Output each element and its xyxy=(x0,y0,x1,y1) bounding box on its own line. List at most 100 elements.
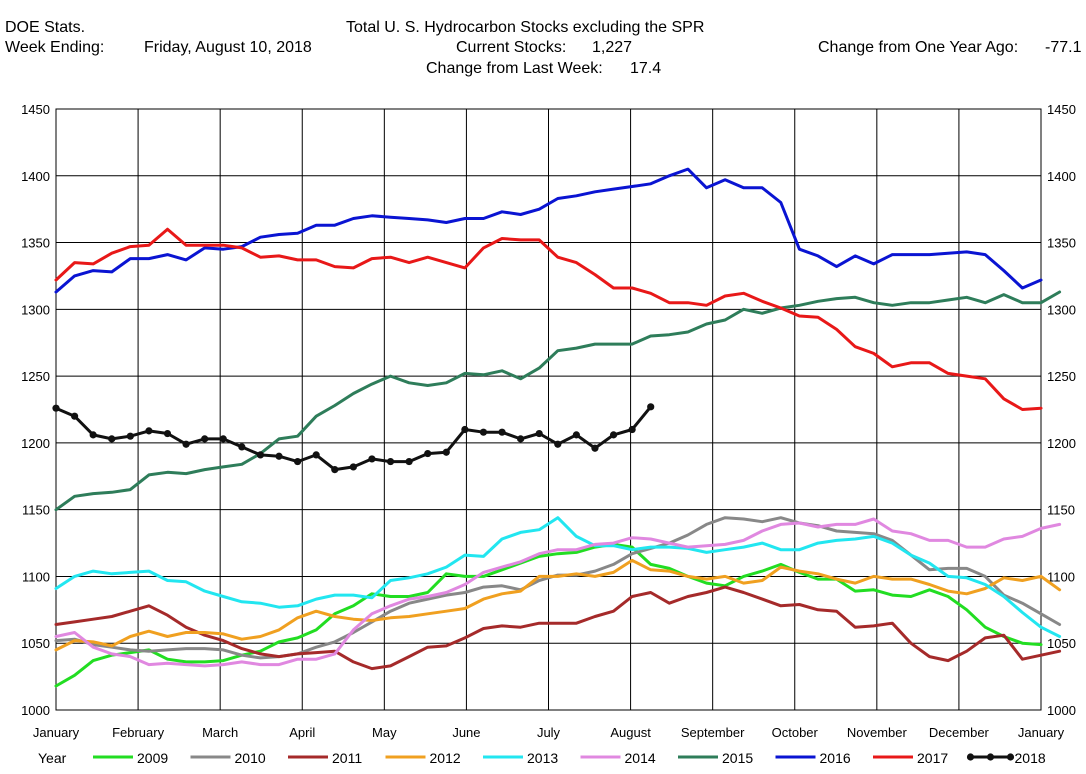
y-tick-label-left: 1350 xyxy=(21,236,50,251)
data-point-2018 xyxy=(386,457,395,466)
data-point-2018 xyxy=(70,412,79,420)
x-tick-label: February xyxy=(112,725,165,740)
data-point-2018 xyxy=(628,425,636,434)
series-line-2013 xyxy=(54,516,1062,638)
y-axis-right: 1000 1050 1100 1150 1200 1250 1300 1350 1400 1450 xyxy=(1047,102,1076,718)
y-axis-left: 1000 1050 1100 1150 1200 1250 1300 1350 1400 1450 xyxy=(21,102,50,718)
current-stocks-value: 1,227 xyxy=(592,39,633,56)
y-tick-label-right: 1450 xyxy=(1047,102,1076,117)
current-stocks-label: Current Stocks: xyxy=(456,39,567,56)
legend-marker-2018 xyxy=(966,753,975,761)
data-point-2018 xyxy=(461,425,469,434)
weekly-change-label: Change from Last Week: xyxy=(426,60,603,77)
data-point-2018 xyxy=(609,431,618,439)
data-point-2018 xyxy=(201,435,209,443)
x-tick-label: August xyxy=(610,725,651,740)
legend-label-2013: 2013 xyxy=(527,750,558,766)
legend-label-2009: 2009 xyxy=(137,750,168,766)
week-ending-value: Friday, August 10, 2018 xyxy=(144,39,312,56)
y-tick-label-left: 1450 xyxy=(21,102,50,117)
data-point-2018 xyxy=(126,432,134,440)
data-point-2018 xyxy=(591,444,599,452)
legend-marker-2018 xyxy=(986,753,995,761)
series-line-2015 xyxy=(54,290,1062,512)
series-lines xyxy=(52,167,1062,688)
y-tick-label-left: 1000 xyxy=(21,703,50,718)
y-tick-label-left: 1250 xyxy=(21,369,50,384)
legend-label-2012: 2012 xyxy=(430,750,461,766)
data-point-2018 xyxy=(368,455,376,463)
data-point-2018 xyxy=(163,429,172,438)
y-tick-label-right: 1150 xyxy=(1047,503,1075,518)
data-point-2018 xyxy=(331,466,339,474)
data-point-2018 xyxy=(442,448,450,456)
data-point-2018 xyxy=(349,463,357,471)
data-point-2018 xyxy=(52,404,60,412)
x-tick-label: January xyxy=(1018,725,1065,740)
series-line-2009 xyxy=(54,542,1043,688)
y-tick-label-left: 1300 xyxy=(21,302,50,317)
x-tick-label: June xyxy=(452,725,480,740)
y-tick-label-right: 1350 xyxy=(1047,236,1076,251)
legend-label-2016: 2016 xyxy=(820,750,851,766)
legend-title: Year xyxy=(38,750,67,766)
x-tick-label: March xyxy=(202,725,238,740)
x-tick-label: December xyxy=(929,725,990,740)
yearly-change-value: -77.1 xyxy=(1045,39,1082,56)
y-tick-label-right: 1300 xyxy=(1047,302,1076,317)
data-point-2018 xyxy=(572,431,580,439)
legend: Year 2009 2010 2011 2012 2013 2014 2015 2016 201… xyxy=(38,750,1046,766)
y-tick-label-right: 1200 xyxy=(1047,436,1076,451)
header-stats-label: DOE Stats. xyxy=(5,19,86,36)
y-tick-label-left: 1400 xyxy=(21,169,50,184)
data-point-2018 xyxy=(479,428,488,436)
data-point-2018 xyxy=(219,435,227,443)
data-point-2018 xyxy=(108,435,116,443)
x-tick-label: October xyxy=(772,725,819,740)
data-point-2018 xyxy=(89,431,97,439)
y-tick-label-left: 1200 xyxy=(21,436,50,451)
x-axis: January February March April May June July Augu… xyxy=(33,725,1065,740)
y-tick-label-right: 1000 xyxy=(1047,703,1076,718)
chart-grid xyxy=(55,108,1042,711)
y-tick-label-right: 1400 xyxy=(1047,169,1076,184)
series-line-2018 xyxy=(54,405,653,472)
y-tick-label-left: 1050 xyxy=(21,636,50,651)
x-tick-label: November xyxy=(847,725,908,740)
data-point-2018 xyxy=(535,429,543,438)
data-point-2018 xyxy=(294,457,302,466)
x-tick-label: May xyxy=(372,725,397,740)
x-tick-label: July xyxy=(537,725,561,740)
x-tick-label: April xyxy=(289,725,315,740)
legend-label-2015: 2015 xyxy=(722,750,753,766)
data-point-2018 xyxy=(405,457,413,466)
data-point-2018 xyxy=(182,440,190,448)
data-point-2018 xyxy=(145,427,153,435)
data-point-2018 xyxy=(517,435,525,443)
legend-marker-2018 xyxy=(1006,753,1015,761)
y-tick-label-left: 1100 xyxy=(22,569,50,584)
y-tick-label-right: 1050 xyxy=(1047,636,1076,651)
series-line-2012 xyxy=(54,558,1062,652)
series-line-2011 xyxy=(54,585,1062,671)
series-line-2017 xyxy=(54,227,1043,411)
data-point-2018 xyxy=(312,451,320,459)
yearly-change-label: Change from One Year Ago: xyxy=(818,39,1019,56)
data-point-2018 xyxy=(275,452,283,460)
chart-title: Total U. S. Hydrocarbon Stocks excluding… xyxy=(346,19,705,36)
series-line-2016 xyxy=(54,167,1043,294)
x-tick-label: September xyxy=(681,725,745,740)
legend-label-2018: 2018 xyxy=(1015,750,1046,766)
week-ending-label: Week Ending: xyxy=(5,39,105,56)
weekly-change-value: 17.4 xyxy=(630,60,662,77)
data-point-2018 xyxy=(554,440,562,448)
y-tick-label-right: 1100 xyxy=(1047,569,1075,584)
data-point-2018 xyxy=(498,428,506,436)
legend-label-2010: 2010 xyxy=(235,750,266,766)
data-point-2018 xyxy=(424,449,432,458)
legend-label-2017: 2017 xyxy=(917,750,948,766)
legend-label-2014: 2014 xyxy=(625,750,656,766)
legend-label-2011: 2011 xyxy=(332,750,362,766)
series-line-2014 xyxy=(54,517,1062,668)
